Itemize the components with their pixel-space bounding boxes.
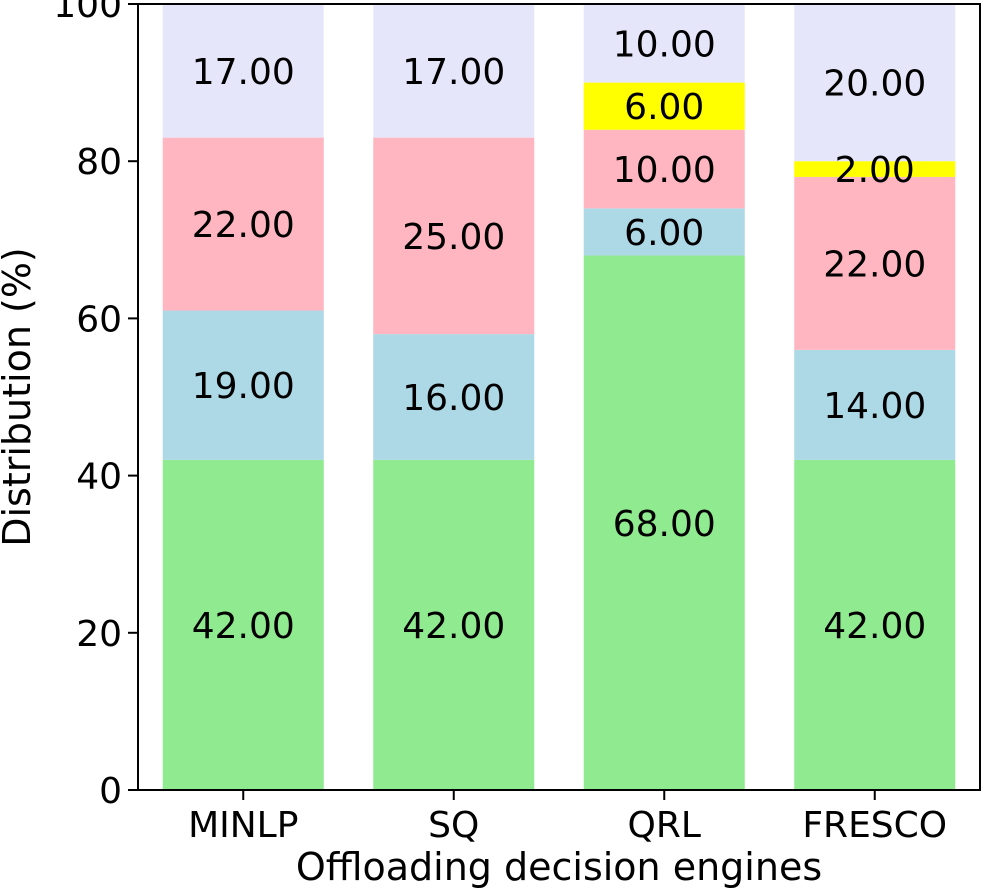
bar-segment-fresco-2: [794, 349, 956, 460]
bar-segment-sq-5: [373, 4, 535, 138]
bar-segment-qrl-5: [583, 4, 745, 83]
data-label-qrl-3: 10.00: [613, 150, 716, 191]
bar-segment-qrl-2: [583, 208, 745, 256]
data-label-qrl-4: 6.00: [624, 87, 704, 128]
data-label-minlp-5: 17.00: [192, 52, 295, 93]
x-tick-label: SQ: [428, 805, 479, 846]
y-tick-label: 40: [76, 457, 122, 498]
data-label-fresco-1: 42.00: [823, 606, 926, 647]
x-axis-label: Offloading decision engines: [296, 845, 822, 889]
bar-segment-minlp-3: [162, 137, 324, 311]
data-label-qrl-2: 6.00: [624, 213, 704, 254]
data-label-sq-1: 42.00: [402, 606, 505, 647]
y-tick-label: 20: [76, 614, 122, 655]
y-axis-label: Distribution (%): [0, 247, 39, 547]
y-tick-label: 100: [53, 0, 122, 26]
data-label-sq-5: 17.00: [402, 52, 505, 93]
data-label-fresco-4: 2.00: [835, 150, 915, 191]
data-label-minlp-3: 22.00: [192, 205, 295, 246]
data-label-fresco-2: 14.00: [823, 386, 926, 427]
data-label-fresco-5: 20.00: [823, 64, 926, 105]
bar-segment-minlp-2: [162, 310, 324, 460]
bar-segment-qrl-3: [583, 129, 745, 209]
data-labels-layer: 42.00 19.00 22.00 17.00 42.00 16.00 25.00 17.00…: [192, 24, 927, 647]
bar-segment-fresco-5: [794, 4, 956, 162]
plot-frame: [137, 3, 981, 791]
x-tick-label: QRL: [628, 805, 701, 846]
data-label-fresco-3: 22.00: [823, 244, 926, 285]
bar-segment-sq-1: [373, 459, 535, 790]
bar-segment-sq-2: [373, 334, 535, 460]
bar-segment-minlp-5: [162, 4, 324, 138]
y-tick-label: 80: [76, 142, 122, 183]
y-tick-label: 60: [76, 299, 122, 340]
bar-segment-minlp-1: [162, 459, 324, 790]
y-axis: 0 20 40 60 80 100: [53, 0, 138, 812]
bar-segment-qrl-4: [583, 82, 745, 130]
data-label-minlp-2: 19.00: [192, 366, 295, 407]
data-label-qrl-5: 10.00: [613, 24, 716, 65]
x-tick-label: MINLP: [188, 805, 298, 846]
data-label-sq-3: 25.00: [402, 217, 505, 258]
bar-segment-qrl-1: [583, 255, 745, 790]
bar-segment-fresco-1: [794, 459, 956, 790]
bar-segment-fresco-3: [794, 176, 956, 350]
bar-segment-sq-3: [373, 137, 535, 335]
data-label-sq-2: 16.00: [402, 378, 505, 419]
data-label-qrl-1: 68.00: [613, 504, 716, 545]
bars-layer: [162, 4, 956, 790]
x-axis: MINLP SQ QRL FRESCO: [188, 790, 947, 846]
bar-segment-fresco-4: [794, 161, 956, 177]
data-label-minlp-1: 42.00: [192, 606, 295, 647]
x-tick-label: FRESCO: [802, 805, 947, 846]
y-tick-label: 0: [99, 771, 122, 812]
